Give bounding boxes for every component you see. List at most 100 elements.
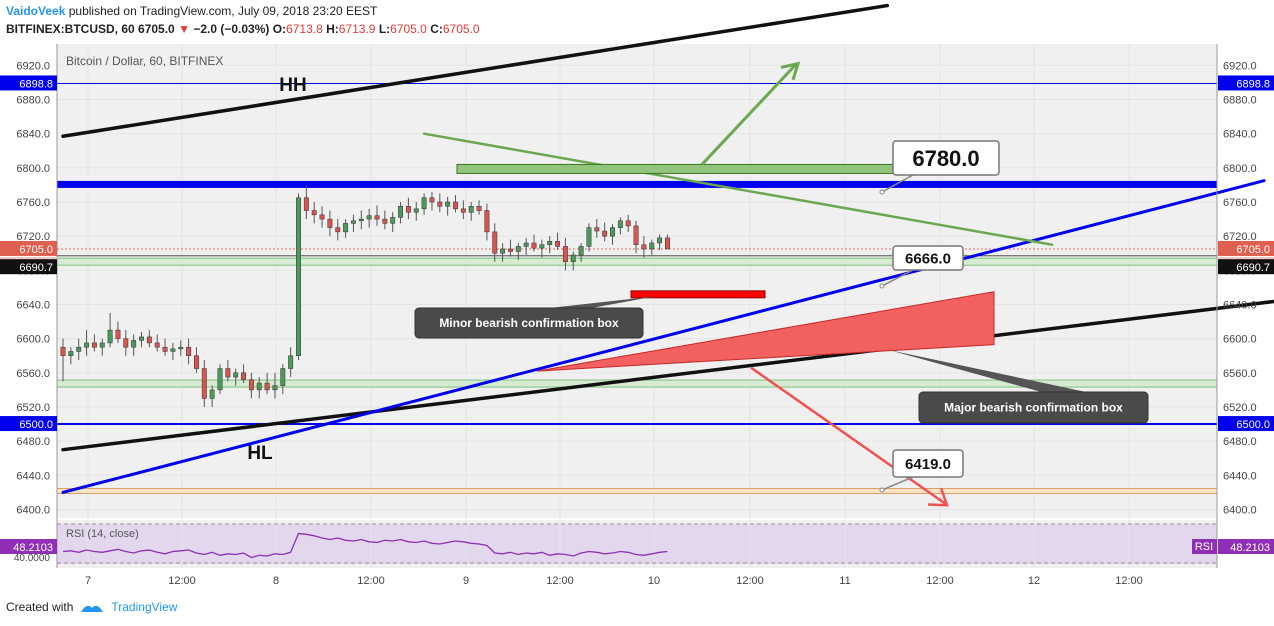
low-value: 6705.0 (390, 22, 427, 36)
x-tick-label: 10 (648, 575, 660, 587)
callout-6419-anchor (879, 487, 885, 493)
candle-body (398, 206, 404, 218)
green-wedge-line[interactable] (422, 132, 1054, 246)
candle-body (515, 246, 521, 252)
candle-body (84, 342, 89, 348)
candle-body (99, 342, 105, 348)
callout-6780-anchor (879, 189, 885, 195)
symbol: BITFINEX:BTCUSD, 60 (6, 22, 135, 36)
created-with-text: Created with (6, 600, 74, 614)
upper-black-line[interactable] (61, 3, 889, 138)
candle-body (468, 206, 474, 213)
candle-body (594, 227, 600, 232)
candle-body (76, 346, 82, 352)
x-tick-label: 11 (839, 575, 850, 587)
major-callout-text: Major bearish confirmation box (944, 401, 1123, 415)
candle-body (578, 246, 584, 256)
candle-body (374, 215, 380, 220)
tag-6690-right-bg (1218, 259, 1274, 275)
x-tick-label: 12 (1028, 575, 1040, 587)
x-tick-label: 12:00 (1115, 575, 1143, 587)
last-price: 6705.0 (138, 22, 175, 36)
candle-body (201, 368, 207, 399)
x-tick-label: 8 (273, 575, 279, 587)
candle-body (382, 218, 388, 224)
callout-6419-pointer (881, 476, 914, 491)
rsi-value-left-bg (0, 539, 57, 554)
candle-body (445, 201, 451, 207)
high-value: 6713.9 (338, 22, 376, 36)
callout-6666-text: 6666.0 (905, 250, 951, 267)
candle-body (523, 242, 529, 247)
candle-body (531, 242, 537, 249)
y-tick-label-right: 6400.0 (1223, 504, 1257, 516)
y-tick-label-left: 6480.0 (16, 436, 50, 448)
callout-6780[interactable] (892, 140, 1000, 176)
candle-body (288, 355, 294, 369)
major-bearish-wedge[interactable] (536, 291, 995, 372)
tag-6690-right: 6690.7 (1236, 262, 1270, 274)
chart-title: Bitcoin / Dollar, 60, BITFINEX (66, 54, 223, 68)
candle-body (484, 210, 490, 233)
level-6690-zone (56, 257, 1218, 266)
candle-body (217, 368, 223, 391)
candle-body (390, 217, 396, 224)
candle-body (311, 210, 317, 216)
minor-callout[interactable] (414, 307, 644, 339)
rsi-value-right-bg (1218, 539, 1274, 554)
y-tick-label-left: 6880.0 (16, 95, 50, 107)
x-tick-label: 12:00 (926, 575, 954, 587)
hl-label: HL (247, 443, 273, 464)
tag-current-right: 6705.0 (1236, 244, 1270, 256)
y-tick-label-left: 6440.0 (16, 470, 50, 482)
candle-body (154, 342, 160, 348)
x-tick-label: 12:00 (736, 575, 764, 587)
main-pane[interactable] (57, 44, 1217, 518)
y-tick-label-left: 6800.0 (16, 163, 50, 175)
blue-trend-line[interactable] (61, 179, 1266, 494)
candle-body (405, 206, 411, 213)
callout-6419-text: 6419.0 (905, 456, 951, 473)
candle-body (256, 382, 262, 391)
candle-body (327, 218, 333, 228)
level-6421-zone (56, 488, 1218, 495)
y-tick-label-left: 6920.0 (16, 60, 50, 72)
y-tick-label-left: 6760.0 (16, 197, 50, 209)
y-tick-label-right: 6920.0 (1223, 60, 1257, 72)
candle-body (146, 336, 152, 344)
major-callout[interactable] (918, 391, 1149, 424)
candle-body (131, 340, 137, 348)
candle-body (476, 206, 482, 211)
callout-6666[interactable] (892, 245, 964, 271)
author-name[interactable]: VaidoVeek (6, 4, 66, 18)
callout-6419[interactable] (892, 449, 964, 478)
open-value: 6713.8 (286, 22, 323, 36)
green-arrow-shaft (700, 64, 797, 166)
y-tick-label-left: 6640.0 (16, 299, 50, 311)
candle-body (272, 385, 278, 391)
candle-body (162, 346, 168, 352)
candle-body (665, 237, 670, 250)
y-tick-label-right: 6600.0 (1223, 334, 1257, 346)
candle-body (453, 201, 458, 210)
tradingview-logo-icon (81, 605, 104, 612)
candle-body (437, 201, 443, 207)
tradingview-brand[interactable]: TradingView (111, 600, 178, 614)
close-value: 6705.0 (442, 22, 480, 36)
candle-body (610, 227, 615, 237)
price-chart[interactable]: HH HL 6780.0 6666.0 6419.0 Minor bearish conf… (0, 0, 1274, 600)
minor-bearish-box[interactable] (630, 290, 766, 299)
rsi-tag-bg (1192, 539, 1217, 554)
red-arrow-head-icon (927, 487, 949, 507)
rsi-value-left: 48.2103 (13, 542, 53, 554)
candle-body (641, 244, 647, 250)
rsi-line (62, 532, 668, 559)
candle-body (539, 244, 545, 249)
tag-current-left: 6705.0 (19, 244, 53, 256)
y-tick-label-right: 6520.0 (1223, 402, 1257, 414)
candle-body (625, 220, 631, 227)
candle-body (570, 254, 576, 263)
candle-body (429, 197, 435, 203)
y-tick-label-left: 6840.0 (16, 129, 50, 141)
candle-body (296, 197, 301, 356)
